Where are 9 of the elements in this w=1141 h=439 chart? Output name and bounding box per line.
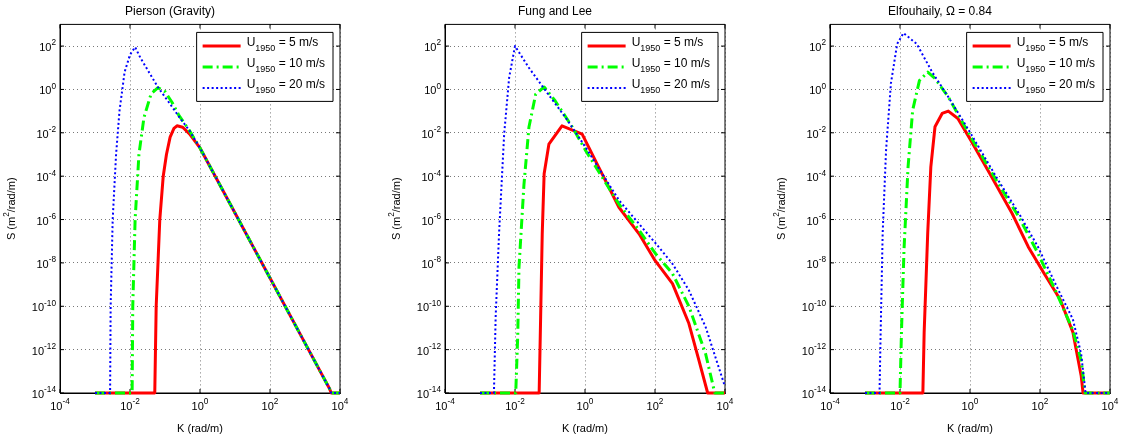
y-axis-title: S (m2/rad/m) [2, 177, 18, 241]
y-axis-title: S (m2/rad/m) [772, 177, 788, 241]
x-axis-title: K (rad/m) [947, 422, 993, 435]
y-axis-title: S (m2/rad/m) [387, 177, 403, 241]
chart-title: Pierson (Gravity) [124, 3, 216, 18]
x-axis-title: K (rad/m) [177, 422, 223, 435]
chart-title: Fung and Lee [517, 3, 593, 18]
x-axis-title: K (rad/m) [562, 422, 608, 435]
chart-title: Elfouhaily, Ω = 0.84 [888, 3, 993, 18]
